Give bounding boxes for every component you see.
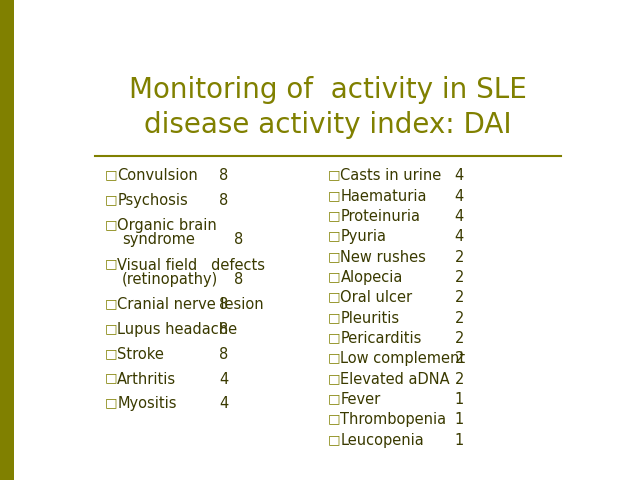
Text: □: □ [328,351,340,364]
Text: 8: 8 [219,322,228,337]
Text: Organic brain: Organic brain [117,218,217,233]
Text: □: □ [328,331,340,344]
Text: □: □ [105,322,117,335]
Text: 8: 8 [219,193,228,208]
Text: 1: 1 [454,433,464,448]
Text: 4: 4 [454,189,464,204]
Text: Low complement: Low complement [340,351,465,366]
Text: □: □ [105,372,117,384]
Text: Visual field   defects: Visual field defects [117,258,265,273]
Text: □: □ [328,270,340,283]
Text: New rushes: New rushes [340,250,426,265]
Text: 4: 4 [219,396,228,411]
Text: □: □ [328,433,340,446]
Text: Leucopenia: Leucopenia [340,433,424,448]
Text: 2: 2 [454,250,464,265]
Text: □: □ [328,168,340,181]
Text: Oral ulcer: Oral ulcer [340,290,413,305]
Text: □: □ [105,396,117,409]
Text: □: □ [328,229,340,242]
Text: Monitoring of  activity in SLE
disease activity index: DAI: Monitoring of activity in SLE disease ac… [129,76,527,139]
Text: 2: 2 [454,372,464,387]
Text: □: □ [105,168,117,181]
Text: 2: 2 [454,311,464,326]
Text: Psychosis: Psychosis [117,193,188,208]
Text: □: □ [105,347,117,360]
Text: Cranial nerve lesion: Cranial nerve lesion [117,297,264,312]
Text: (retinopathy): (retinopathy) [122,272,218,287]
Text: □: □ [328,372,340,385]
Text: 4: 4 [454,209,464,224]
Text: Fever: Fever [340,392,381,407]
Text: Elevated aDNA: Elevated aDNA [340,372,450,387]
Text: □: □ [105,258,117,271]
Text: Arthritis: Arthritis [117,372,177,386]
Text: 4: 4 [454,229,464,244]
Text: □: □ [328,189,340,202]
Text: □: □ [328,209,340,222]
Text: □: □ [105,218,117,231]
Text: Stroke: Stroke [117,347,164,362]
Text: 1: 1 [454,412,464,427]
Text: Myositis: Myositis [117,396,177,411]
Text: 8: 8 [234,232,243,247]
Text: □: □ [328,290,340,303]
Text: Casts in urine: Casts in urine [340,168,442,183]
Text: 8: 8 [219,297,228,312]
Text: 2: 2 [454,331,464,346]
Text: 4: 4 [219,372,228,386]
Text: syndrome: syndrome [122,232,195,247]
Text: □: □ [328,311,340,324]
Text: 2: 2 [454,270,464,285]
Text: Lupus headache: Lupus headache [117,322,237,337]
Text: Haematuria: Haematuria [340,189,427,204]
Text: □: □ [328,250,340,263]
Text: □: □ [105,297,117,310]
Text: □: □ [328,392,340,405]
Text: Alopecia: Alopecia [340,270,403,285]
Text: 2: 2 [454,351,464,366]
Text: Pyuria: Pyuria [340,229,387,244]
Text: Pleuritis: Pleuritis [340,311,399,326]
Text: □: □ [105,193,117,206]
Text: Convulsion: Convulsion [117,168,198,183]
Text: Proteinuria: Proteinuria [340,209,420,224]
Text: 2: 2 [454,290,464,305]
Text: □: □ [328,412,340,425]
Text: 1: 1 [454,392,464,407]
Text: 8: 8 [219,347,228,362]
Text: Thrombopenia: Thrombopenia [340,412,447,427]
Text: 8: 8 [234,272,243,287]
Text: 4: 4 [454,168,464,183]
Text: 8: 8 [219,168,228,183]
Text: Pericarditis: Pericarditis [340,331,422,346]
